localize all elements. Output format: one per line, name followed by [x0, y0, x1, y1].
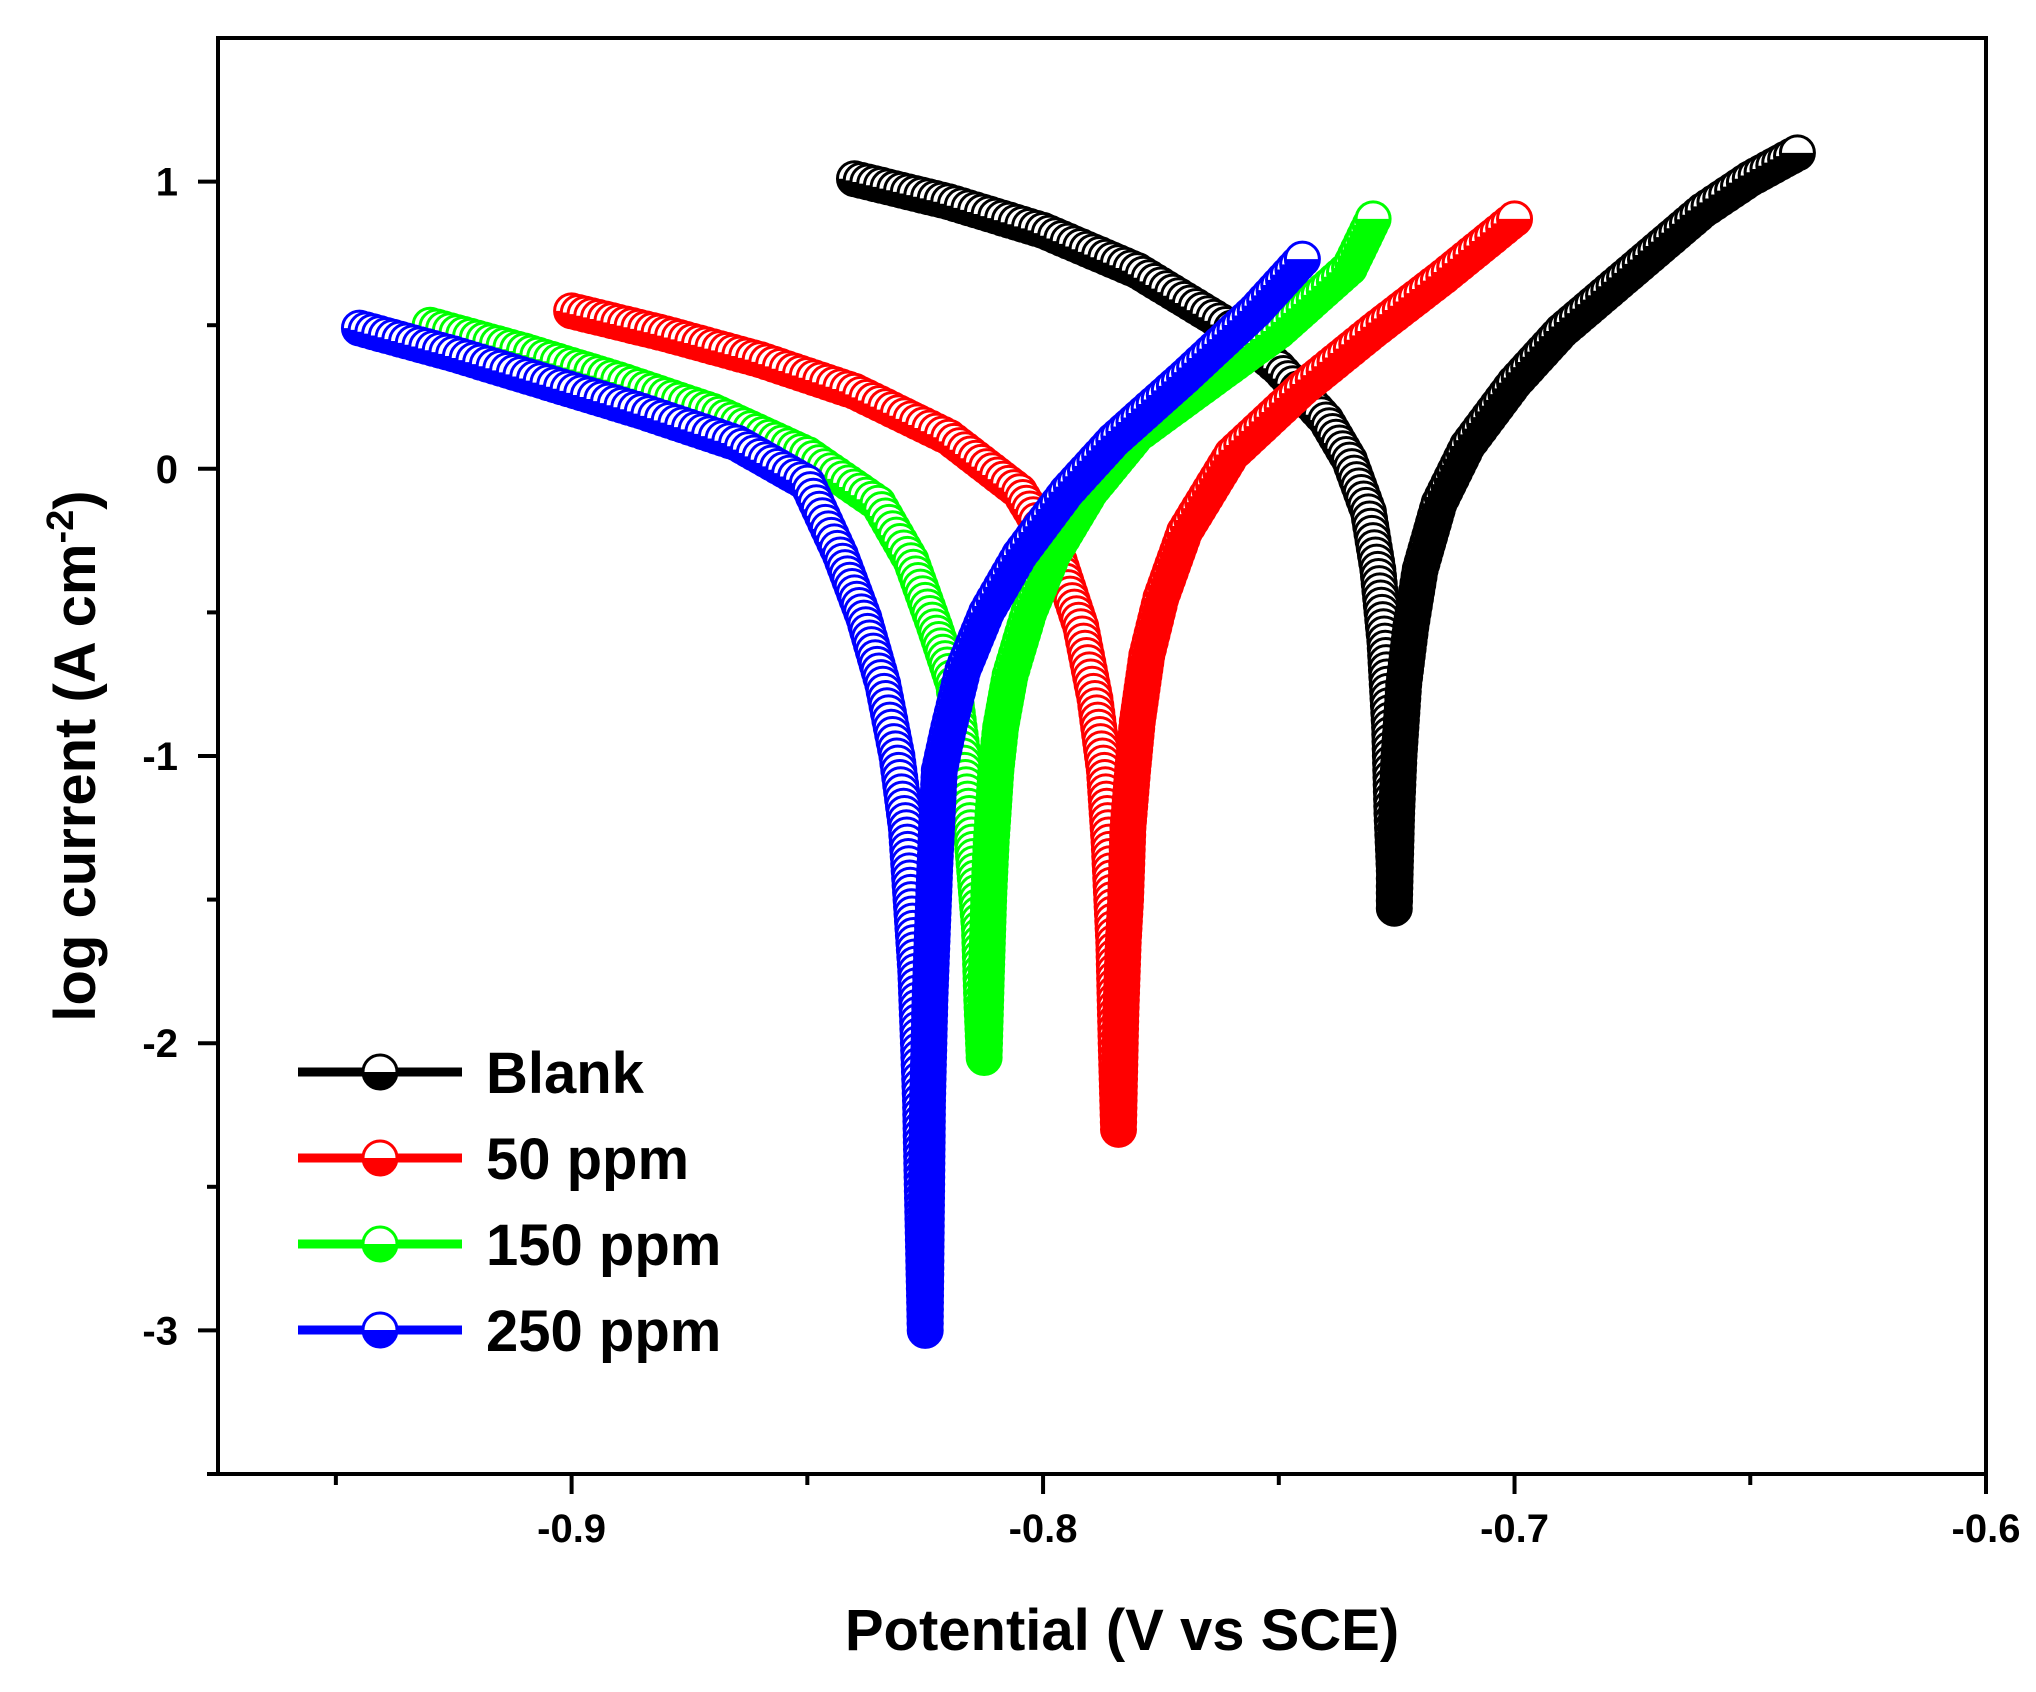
x-tick-label: -0.9 [537, 1507, 606, 1551]
legend-item: Blank [298, 1041, 645, 1106]
y-axis-title-main: log current (A cm [43, 544, 108, 1022]
legend: Blank 50 ppm 150 ppm 250 ppm [298, 1041, 721, 1364]
legend-label: 250 ppm [486, 1299, 721, 1364]
y-tick-label: 0 [156, 448, 178, 492]
data-point [1283, 240, 1321, 278]
y-axis-title-superscript: -2 [40, 510, 82, 544]
x-tick-label: -0.8 [1009, 1507, 1078, 1551]
y-tick-labels: 1 0 -1 -2 -3 [142, 161, 178, 1354]
major-ticks [198, 179, 1988, 1494]
data-point [1778, 134, 1816, 172]
y-axis-title: log current (A cm-2) [40, 490, 108, 1021]
series-blank [835, 134, 1816, 927]
legend-item: 150 ppm [298, 1213, 721, 1278]
legend-marker [361, 1311, 399, 1349]
series-250-ppm [340, 240, 1321, 1349]
legend-item: 250 ppm [298, 1299, 721, 1364]
x-tick-label: -0.6 [1952, 1507, 2021, 1551]
x-tick-labels: -0.9 -0.8 -0.7 -0.6 [537, 1507, 2020, 1551]
y-tick-label: -3 [142, 1309, 178, 1353]
legend-item: 50 ppm [298, 1127, 689, 1192]
legend-label: Blank [486, 1041, 645, 1106]
y-tick-label: 1 [156, 161, 178, 205]
series-50-ppm [553, 200, 1534, 1148]
y-axis-title-end: ) [43, 490, 108, 509]
data-point [1354, 200, 1392, 238]
plot-frame [216, 36, 1988, 1476]
legend-marker [361, 1139, 399, 1177]
x-axis-title: Potential (V vs SCE) [845, 1598, 1399, 1663]
x-tick-label: -0.7 [1480, 1507, 1549, 1551]
y-tick-label: -2 [142, 1022, 178, 1066]
legend-marker [361, 1225, 399, 1263]
data-point [1496, 200, 1534, 238]
legend-label: 150 ppm [486, 1213, 721, 1278]
legend-label: 50 ppm [486, 1127, 689, 1192]
series-layer [340, 134, 1816, 1349]
y-tick-label: -1 [142, 735, 178, 779]
legend-marker [361, 1053, 399, 1091]
